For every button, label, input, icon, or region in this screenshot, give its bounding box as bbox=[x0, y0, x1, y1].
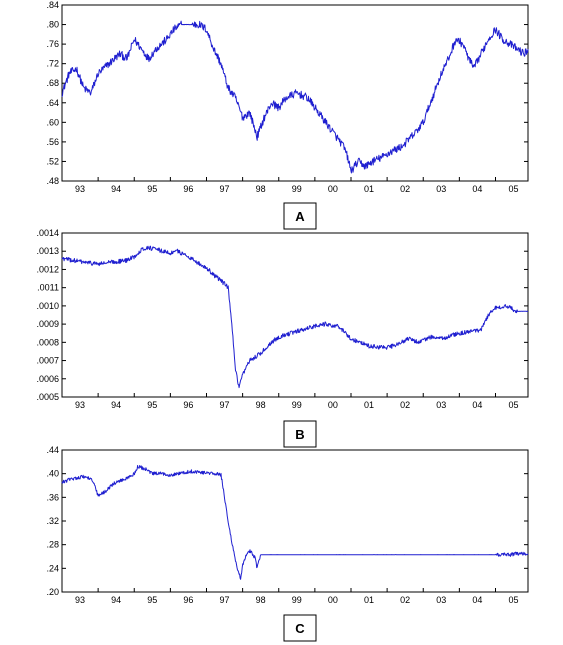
series-line-b bbox=[61, 245, 529, 389]
x-tick-label: 03 bbox=[436, 400, 446, 410]
y-tick-label: .52 bbox=[46, 156, 59, 166]
series-line-a bbox=[61, 20, 529, 174]
x-tick-label: 04 bbox=[472, 595, 482, 605]
y-tick-label: .56 bbox=[46, 137, 59, 147]
y-tick-label: .0011 bbox=[37, 283, 59, 293]
y-tick-label: .0013 bbox=[36, 246, 59, 256]
x-tick-label: 04 bbox=[472, 184, 482, 194]
plot-frame bbox=[61, 4, 529, 182]
panel-label-box bbox=[283, 420, 317, 448]
x-tick-label: 01 bbox=[364, 184, 374, 194]
x-tick-label: 00 bbox=[328, 184, 338, 194]
x-tick-label: 02 bbox=[400, 184, 410, 194]
x-tick-label: 95 bbox=[147, 184, 157, 194]
y-tick-label: .20 bbox=[46, 587, 59, 597]
y-tick-label: .32 bbox=[46, 516, 59, 526]
x-tick-label: 00 bbox=[328, 595, 338, 605]
x-tick-label: 99 bbox=[292, 400, 302, 410]
y-tick-label: .0005 bbox=[36, 392, 59, 402]
x-tick-label: 02 bbox=[400, 595, 410, 605]
x-tick-label: 97 bbox=[220, 595, 230, 605]
x-tick-label: 95 bbox=[147, 400, 157, 410]
y-tick-label: .80 bbox=[46, 20, 59, 30]
x-tick-label: 05 bbox=[509, 595, 519, 605]
y-tick-label: .24 bbox=[46, 563, 59, 573]
x-tick-label: 98 bbox=[256, 400, 266, 410]
y-tick-label: .68 bbox=[46, 78, 59, 88]
x-tick-label: 05 bbox=[509, 184, 519, 194]
x-tick-label: 93 bbox=[75, 184, 85, 194]
x-tick-label: 01 bbox=[364, 400, 374, 410]
x-tick-label: 00 bbox=[328, 400, 338, 410]
panel-label: A bbox=[295, 209, 305, 224]
y-tick-label: .0010 bbox=[36, 301, 59, 311]
x-tick-label: 94 bbox=[111, 595, 121, 605]
x-tick-label: 96 bbox=[183, 184, 193, 194]
plot-frame bbox=[61, 232, 529, 398]
x-tick-label: 99 bbox=[292, 595, 302, 605]
y-tick-label: .48 bbox=[46, 176, 59, 186]
y-tick-label: .36 bbox=[46, 492, 59, 502]
x-tick-label: 97 bbox=[220, 184, 230, 194]
y-tick-label: .0008 bbox=[36, 337, 59, 347]
x-tick-label: 03 bbox=[436, 184, 446, 194]
chart-panel-a: .48 .52 .56 .60 .64 .68 .72 .76 .80 .84 93 94 95 96 97… bbox=[46, 0, 529, 230]
panel-label-box bbox=[283, 202, 317, 230]
x-tick-label: 94 bbox=[111, 400, 121, 410]
series-line-c bbox=[61, 465, 529, 580]
y-tick-label: .44 bbox=[46, 445, 59, 455]
y-tick-label: .60 bbox=[46, 117, 59, 127]
x-tick-label: 96 bbox=[183, 595, 193, 605]
panel-label: C bbox=[295, 621, 305, 636]
x-tick-label: 05 bbox=[509, 400, 519, 410]
y-tick-label: .0014 bbox=[36, 228, 59, 238]
x-tick-label: 93 bbox=[75, 400, 85, 410]
x-tick-label: 04 bbox=[472, 400, 482, 410]
x-tick-label: 03 bbox=[436, 595, 446, 605]
y-tick-label: .0012 bbox=[36, 264, 59, 274]
x-tick-label: 01 bbox=[364, 595, 374, 605]
chart-panel-b: .0005 .0006 .0007 .0008 .0009 .0010 .0011 .0012… bbox=[36, 228, 529, 448]
y-tick-label: .40 bbox=[46, 469, 59, 479]
plot-frame bbox=[61, 449, 529, 593]
y-tick-label: .76 bbox=[46, 39, 59, 49]
x-tick-label: 93 bbox=[75, 595, 85, 605]
y-tick-label: .28 bbox=[46, 540, 59, 550]
x-tick-label: 94 bbox=[111, 184, 121, 194]
x-tick-label: 99 bbox=[292, 184, 302, 194]
y-tick-label: .64 bbox=[46, 98, 59, 108]
x-tick-label: 97 bbox=[220, 400, 230, 410]
x-tick-label: 96 bbox=[183, 400, 193, 410]
x-tick-label: 98 bbox=[256, 184, 266, 194]
x-tick-label: 02 bbox=[400, 400, 410, 410]
x-tick-label: 98 bbox=[256, 595, 266, 605]
y-tick-label: .0006 bbox=[36, 374, 59, 384]
y-tick-label: .0007 bbox=[36, 356, 59, 366]
chart-panel-c: .20 .24 .28 .32 .36 .40 .44 93 94 95 96 97 98 99 00 01 0… bbox=[46, 445, 529, 642]
panel-label: B bbox=[295, 427, 304, 442]
y-tick-label: .72 bbox=[46, 59, 59, 69]
y-tick-label: .84 bbox=[46, 0, 59, 10]
x-tick-label: 95 bbox=[147, 595, 157, 605]
y-tick-label: .0009 bbox=[36, 319, 59, 329]
panel-label-box bbox=[283, 614, 317, 642]
